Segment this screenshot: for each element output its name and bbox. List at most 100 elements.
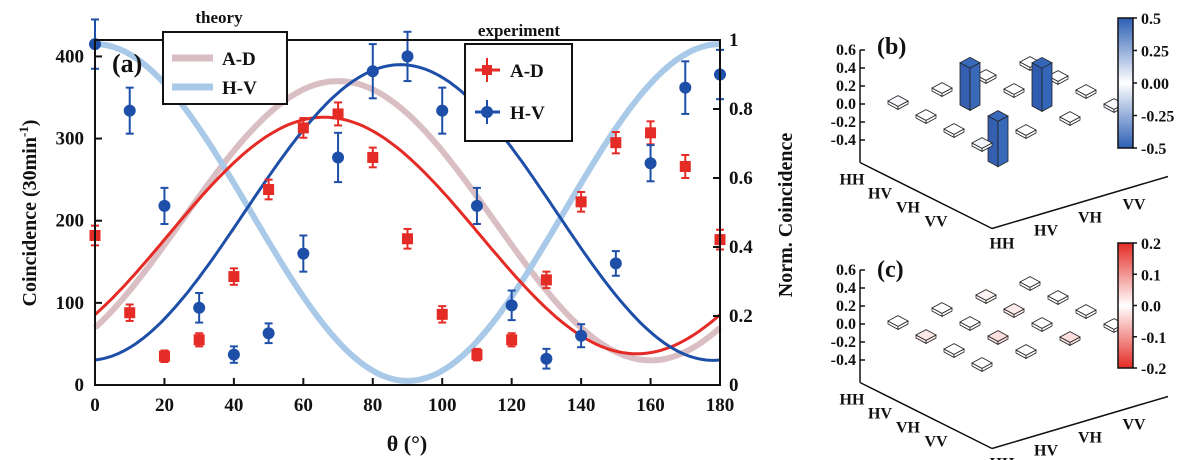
- bar-top: [1047, 290, 1069, 302]
- bar-face-left: [959, 62, 971, 112]
- plot-frame: [94, 39, 721, 386]
- bar-top: [987, 110, 1009, 122]
- data-point-ad: [332, 108, 344, 120]
- y2-ticks: 0 0.2 0.4 0.6 0.8 1: [713, 30, 753, 396]
- z-tick-label: 0.6: [836, 42, 856, 59]
- y2-axis-label: Norm. Coincidence: [775, 133, 797, 298]
- data-point-ad: [124, 307, 136, 319]
- bar-top: [971, 357, 993, 369]
- data-point-ad: [402, 233, 413, 245]
- z-tick-label: 0.2: [836, 78, 856, 95]
- z-tick-label: -0.2: [831, 334, 856, 351]
- data-point-hv: [401, 50, 414, 63]
- legend-theory-title: theory: [195, 8, 243, 27]
- data-point-ad: [575, 196, 587, 208]
- data-point-ad: [506, 334, 518, 346]
- colorbar-b-ticks: 0.5 0.25 0.00 -0.25 -0.5: [1133, 11, 1174, 158]
- bar-top: [931, 82, 953, 94]
- bar-top: [915, 109, 937, 121]
- row-label: HH: [840, 172, 865, 189]
- colorbar-tick-label: 0.25: [1141, 44, 1169, 61]
- bar-top: [943, 343, 965, 355]
- data-point-hv: [262, 327, 275, 340]
- data-point-hv: [505, 299, 518, 312]
- bar-top: [1031, 56, 1053, 69]
- data-point-ad: [297, 122, 309, 134]
- row-label: VH: [896, 420, 921, 437]
- panel-a: 0 20 40 60 80 100 120 140 160 180 0 100 200 300 400 0…: [16, 8, 797, 456]
- y-ticks: 0 100 200 300 400: [56, 46, 102, 396]
- data-point-ad: [436, 308, 448, 320]
- bar-top: [943, 123, 965, 135]
- bar-top: [915, 329, 937, 341]
- data-point-hv: [297, 247, 310, 260]
- col-label: HH: [990, 456, 1015, 460]
- row-axis-line: [859, 161, 993, 230]
- data-point-hv: [227, 348, 240, 361]
- legend-exp-ad-marker: [482, 65, 492, 75]
- data-point-hv: [158, 199, 171, 212]
- legend-experiment-hv-label: H-V: [510, 103, 545, 124]
- bar-top: [1019, 276, 1041, 288]
- bar-top: [959, 316, 981, 328]
- colorbar-tick-label: 0.2: [1141, 236, 1161, 253]
- data-point-ad: [367, 151, 379, 163]
- data-point-ad: [679, 161, 691, 172]
- x-tick-label: 160: [636, 395, 665, 416]
- legend-theory-ad-label: A-D: [222, 49, 256, 70]
- colorbar-c: [1117, 242, 1134, 369]
- data-point-ad: [193, 334, 205, 346]
- points-layer: [89, 18, 726, 370]
- x-tick-label: 180: [706, 395, 735, 416]
- col-label: HV: [1034, 223, 1058, 240]
- bar-top: [975, 69, 997, 81]
- data-point-ad: [540, 274, 552, 286]
- bar-top: [1075, 84, 1097, 96]
- y2-tick-label: 0.4: [729, 237, 753, 258]
- x-tick-label: 60: [294, 395, 313, 416]
- bar-top: [887, 315, 909, 327]
- bar-top: [959, 56, 981, 69]
- bar-top: [1047, 70, 1069, 82]
- bar-top: [1003, 303, 1025, 315]
- bar-face-right: [997, 115, 1009, 168]
- bars-b: [887, 56, 1125, 168]
- col-label: HH: [990, 236, 1015, 253]
- legend-exp-hv-marker: [481, 106, 493, 118]
- theory-curve-ad: [92, 78, 722, 364]
- data-point-ad: [158, 350, 170, 362]
- legend-experiment-box: [464, 43, 573, 142]
- z-tick-label: -0.4: [831, 132, 856, 149]
- data-point-hv: [193, 301, 206, 314]
- x-ticks: 0 20 40 60 80 100 120 140 160 180: [90, 378, 734, 416]
- data-point-hv: [609, 257, 622, 270]
- legend-theory-box: [162, 31, 288, 105]
- bar-face-right: [1041, 62, 1053, 113]
- row-label: VH: [896, 200, 921, 217]
- y-axis-label-close: ): [19, 120, 41, 127]
- z-tick-label: 0.4: [836, 60, 856, 77]
- data-point-hv: [366, 65, 379, 78]
- bar-top: [1003, 83, 1025, 95]
- data-point-ad: [228, 271, 240, 283]
- x-axis-label: θ (°): [387, 431, 427, 456]
- z-tick-label: 0.0: [836, 96, 856, 113]
- curves-layer: [92, 41, 722, 384]
- panel-label-a: (a): [112, 49, 142, 78]
- colorbar-tick-label: 0.00: [1141, 76, 1169, 93]
- data-point-hv: [679, 81, 692, 94]
- row-label: HV: [868, 186, 892, 203]
- data-point-hv: [575, 329, 588, 342]
- z-tick-label: 0.4: [836, 280, 856, 297]
- colorbar-b: [1117, 17, 1134, 149]
- data-point-ad: [610, 137, 622, 149]
- x-tick-label: 80: [363, 395, 382, 416]
- row-label: HV: [868, 406, 892, 423]
- y-tick-label: 100: [56, 293, 85, 314]
- bar-top: [1075, 304, 1097, 316]
- data-point-hv: [644, 157, 657, 170]
- data-point-hv: [436, 104, 449, 117]
